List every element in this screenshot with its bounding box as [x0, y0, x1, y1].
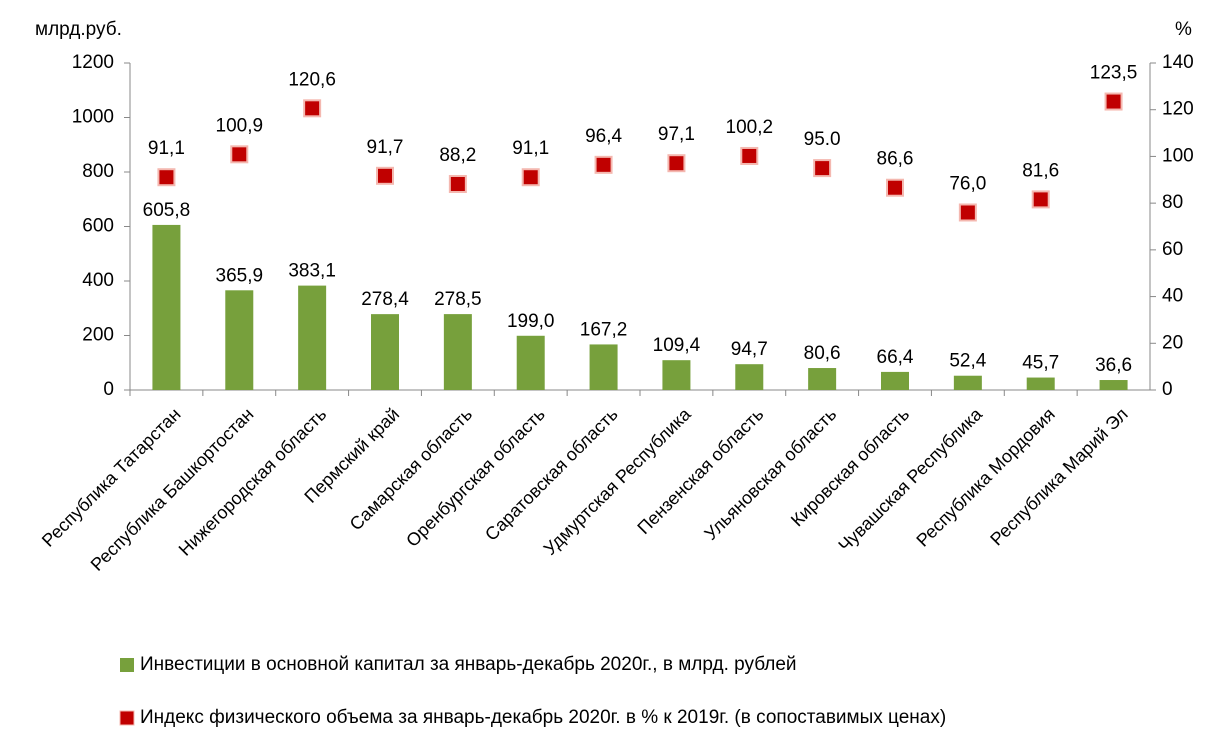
- bar-label: 45,7: [1022, 353, 1059, 374]
- marker-label: 91,1: [148, 138, 185, 159]
- bar-label: 167,2: [580, 319, 628, 340]
- bar: [516, 335, 545, 390]
- y2-tick-label: 140: [1162, 52, 1194, 73]
- bar-label: 52,4: [949, 351, 986, 372]
- y2-tick-label: 0: [1162, 379, 1173, 400]
- y-tick-label: 0: [103, 379, 114, 400]
- y2-tick-label: 100: [1162, 145, 1194, 166]
- marker-label: 88,2: [439, 145, 476, 166]
- marker-label: 86,6: [877, 149, 914, 170]
- marker: [521, 168, 540, 187]
- y-tick-label: 200: [82, 325, 114, 346]
- marker: [1031, 190, 1050, 209]
- legend-swatch: [120, 658, 134, 672]
- bar-label: 365,9: [216, 265, 264, 286]
- bar: [371, 314, 399, 390]
- bar-label: 199,0: [507, 311, 555, 332]
- bar-label: 109,4: [653, 335, 701, 356]
- marker: [886, 178, 904, 197]
- bar-label: 278,5: [434, 289, 482, 310]
- y2-axis-label: %: [1175, 19, 1192, 40]
- bar: [808, 368, 837, 390]
- legend-label: Индекс физического объема за январь-дека…: [140, 707, 946, 728]
- bar-label: 36,6: [1095, 355, 1132, 376]
- marker: [667, 154, 686, 173]
- x-tick-label: Самарская область: [346, 404, 476, 534]
- bar-label: 278,4: [361, 289, 409, 310]
- y2-tick-label: 20: [1162, 332, 1183, 353]
- y2-tick-label: 60: [1162, 239, 1183, 260]
- bar-label: 80,6: [804, 343, 841, 364]
- marker: [376, 166, 394, 185]
- marker: [594, 155, 613, 174]
- marker: [157, 168, 176, 187]
- y-tick-label: 1200: [72, 52, 114, 73]
- marker-label: 91,7: [367, 137, 404, 158]
- bar: [1099, 380, 1128, 390]
- x-tick-label: Республика Мордовия: [912, 404, 1059, 551]
- bar: [152, 224, 181, 390]
- marker-label: 120,6: [288, 69, 336, 90]
- x-tick-label: Ульяновская область: [700, 404, 840, 544]
- bar: [881, 371, 909, 390]
- bar: [589, 344, 618, 390]
- marker-label: 96,4: [585, 126, 622, 147]
- x-tick-label: Чувашская Республика: [834, 403, 986, 555]
- bar-label: 383,1: [288, 261, 336, 282]
- y-tick-label: 400: [82, 270, 114, 291]
- y2-tick-label: 80: [1162, 192, 1183, 213]
- bar: [443, 314, 472, 390]
- x-tick-label: Кировская область: [787, 404, 913, 530]
- x-tick-label: Республика Марий Эл: [986, 404, 1131, 549]
- y2-tick-label: 120: [1162, 99, 1194, 120]
- legend-swatch: [119, 710, 135, 726]
- y-tick-label: 1000: [72, 107, 114, 128]
- bar: [225, 290, 254, 390]
- marker: [958, 203, 977, 222]
- marker-label: 91,1: [512, 138, 549, 159]
- x-tick-label: Удмуртская Республика: [540, 403, 696, 559]
- y-tick-label: 600: [82, 216, 114, 237]
- x-tick-label: Саратовская область: [481, 404, 622, 545]
- y2-tick-label: 40: [1162, 286, 1183, 307]
- marker-label: 81,6: [1022, 160, 1059, 181]
- x-tick-label: Нижегородская область: [175, 404, 331, 560]
- bar: [735, 364, 764, 390]
- marker-label: 97,1: [658, 124, 695, 145]
- x-tick-label: Республика Татарстан: [38, 404, 185, 551]
- marker: [303, 99, 322, 118]
- marker: [740, 146, 759, 165]
- marker-label: 95.0: [804, 129, 841, 150]
- marker: [448, 174, 467, 193]
- bar-label: 66,4: [877, 347, 914, 368]
- bar: [953, 375, 982, 390]
- marker: [1104, 92, 1123, 111]
- marker-label: 100,9: [216, 115, 264, 136]
- bar: [298, 285, 327, 390]
- marker: [813, 159, 832, 178]
- bar-label: 94,7: [731, 339, 768, 360]
- marker-label: 123,5: [1090, 63, 1138, 84]
- x-tick-label: Пензенская область: [633, 404, 767, 538]
- bar: [662, 360, 691, 390]
- marker: [230, 145, 249, 164]
- y-axis-label: млрд.руб.: [35, 19, 122, 40]
- bar-label: 605,8: [143, 200, 191, 221]
- y-tick-label: 800: [82, 161, 114, 182]
- marker-label: 76,0: [949, 174, 986, 195]
- x-tick-label: Оренбургская область: [402, 404, 549, 551]
- legend-label: Инвестиции в основной капитал за январь-…: [140, 654, 797, 675]
- marker-label: 100,2: [726, 117, 774, 138]
- bar: [1026, 377, 1055, 390]
